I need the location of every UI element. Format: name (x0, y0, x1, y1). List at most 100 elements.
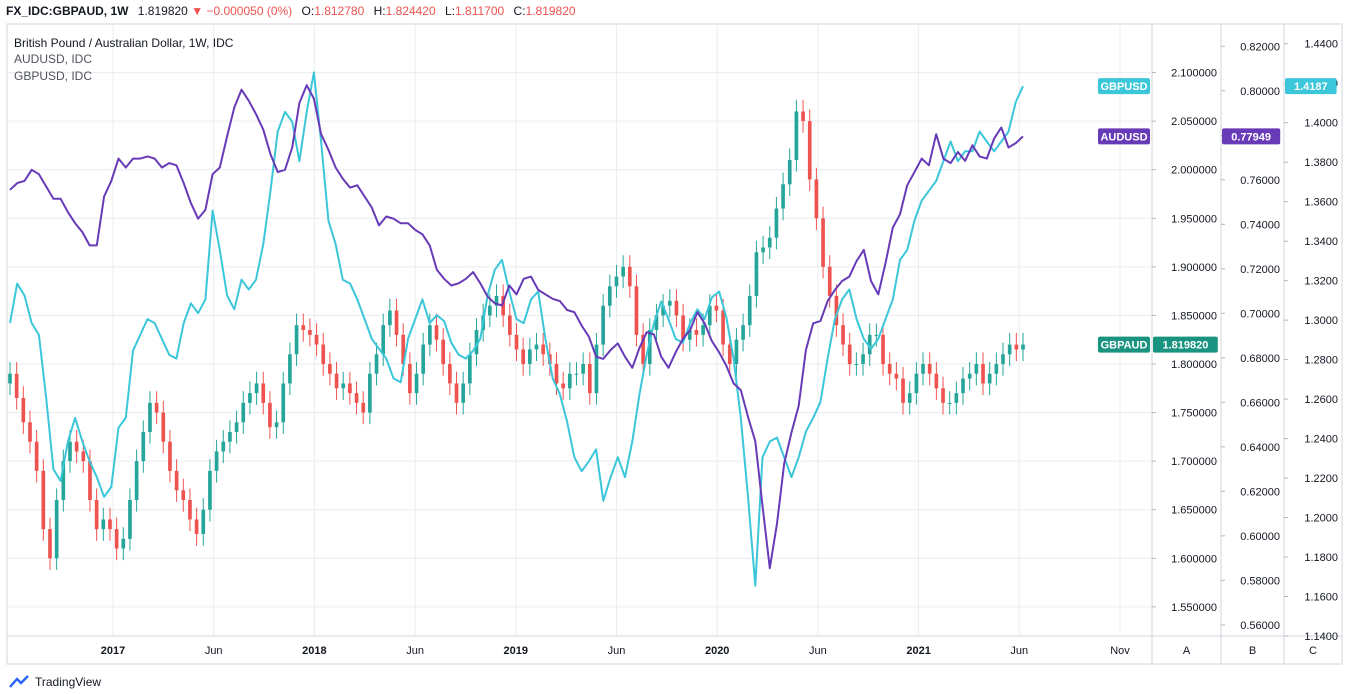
candle-body (574, 373, 579, 375)
candle-body (401, 334, 406, 364)
axis-c-label: 1.2000 (1304, 513, 1338, 525)
legend-main[interactable]: British Pound / Australian Dollar, 1W, I… (14, 36, 234, 50)
axis-c-label: 1.3200 (1304, 276, 1338, 288)
axis-b-label: 0.82000 (1240, 41, 1280, 53)
candle-body (514, 334, 519, 350)
candle-body (921, 364, 925, 374)
axis-b-label: 0.74000 (1240, 219, 1280, 231)
x-axis-label: 2018 (302, 645, 326, 657)
candle-body (647, 330, 652, 364)
axis-a-label: 1.700000 (1171, 456, 1217, 468)
candle-body (114, 529, 119, 549)
candle-body (248, 393, 252, 403)
candle-body (841, 325, 845, 345)
candle-body (1007, 344, 1012, 355)
candle-body (14, 373, 19, 398)
candle-body (834, 296, 839, 326)
axis-c-label: 1.4400 (1304, 39, 1338, 51)
low-value: 1.811700 (455, 4, 505, 18)
candle-body (654, 315, 659, 330)
candle-body (54, 500, 59, 559)
axis-b-label: 0.62000 (1240, 486, 1280, 498)
scale-letter[interactable]: B (1249, 645, 1256, 657)
audusd-price-tag (1222, 128, 1281, 145)
candle-body (601, 305, 605, 345)
candle-body (701, 325, 705, 335)
axis-b-label: 0.58000 (1240, 575, 1280, 587)
axis-c-label: 1.2600 (1304, 394, 1338, 406)
axis-a-label: 1.600000 (1171, 553, 1217, 565)
candle-body (148, 402, 152, 432)
candle-body (268, 402, 272, 428)
candle-body (541, 344, 545, 355)
candle-body (141, 432, 146, 462)
axis-c-label: 1.3400 (1304, 236, 1338, 248)
candle-body (361, 402, 366, 413)
candle-body (328, 364, 332, 374)
x-axis-label: Jun (1010, 645, 1028, 657)
candle-body (314, 334, 319, 345)
candle-body (61, 461, 66, 500)
candle-body (787, 160, 792, 185)
candle-body (228, 432, 232, 442)
axis-b-label: 0.60000 (1240, 531, 1280, 543)
axis-c-label: 1.1400 (1304, 631, 1338, 643)
x-axis-label: 2021 (906, 645, 930, 657)
candle-body (914, 373, 919, 394)
symbol-header: FX_IDC:GBPAUD, 1W 1.819820 ▼ −0.000050 (… (0, 0, 1345, 22)
candle-body (687, 330, 692, 340)
candle-body (674, 300, 679, 316)
candle-body (294, 325, 299, 355)
candle-body (108, 519, 112, 530)
candle-body (954, 393, 959, 403)
candle-body (901, 378, 905, 403)
axis-a-label: 1.850000 (1171, 310, 1217, 322)
gbpusd-name-tag (1098, 78, 1150, 95)
audusd-line (9, 84, 1024, 570)
gbpaud-name-tag (1098, 336, 1150, 353)
candle-body (508, 315, 512, 335)
candle-body (874, 334, 879, 336)
candle-body (927, 364, 932, 374)
candle-body (208, 470, 212, 510)
candle-body (414, 373, 419, 394)
candle-body (388, 310, 392, 326)
axis-c-label: 1.1600 (1304, 592, 1338, 604)
candle-body (994, 364, 999, 374)
candle-body (334, 373, 339, 389)
candle-body (534, 344, 539, 350)
candle-body (854, 364, 859, 365)
last-price: 1.819820 (137, 4, 188, 18)
candle-body (134, 461, 139, 500)
tradingview-logo[interactable]: TradingView (8, 672, 101, 692)
candle-body (961, 378, 965, 394)
candle-body (234, 422, 239, 432)
candle-body (727, 344, 732, 364)
candle-body (274, 422, 279, 428)
symbol-name[interactable]: FX_IDC:GBPAUD, 1W (6, 4, 129, 18)
candle-body (521, 349, 525, 364)
legend-audusd[interactable]: AUDUSD, IDC (14, 52, 93, 66)
scale-letter[interactable]: A (1183, 645, 1191, 657)
open-label: O: (301, 4, 315, 18)
candle-body (827, 266, 832, 296)
candle-body (987, 373, 992, 384)
candle-body (734, 339, 739, 364)
candle-body (941, 388, 945, 403)
high-value: 1.824420 (385, 4, 436, 18)
brand-name: TradingView (35, 675, 102, 689)
candle-body (607, 286, 612, 306)
scale-letter[interactable]: C (1309, 645, 1317, 657)
candle-body (581, 364, 585, 374)
axis-a-label: 1.900000 (1171, 262, 1217, 274)
close-value: 1.819820 (525, 4, 576, 18)
gbpaud-name-text: GBPAUD (1101, 340, 1148, 352)
axis-b-label: 0.68000 (1240, 353, 1280, 365)
axis-b-label: 0.66000 (1240, 397, 1280, 409)
candle-body (794, 111, 799, 160)
candle-body (714, 305, 719, 311)
candle-body (21, 398, 26, 423)
candle-body (561, 383, 565, 389)
legend-gbpusd[interactable]: GBPUSD, IDC (14, 69, 93, 83)
